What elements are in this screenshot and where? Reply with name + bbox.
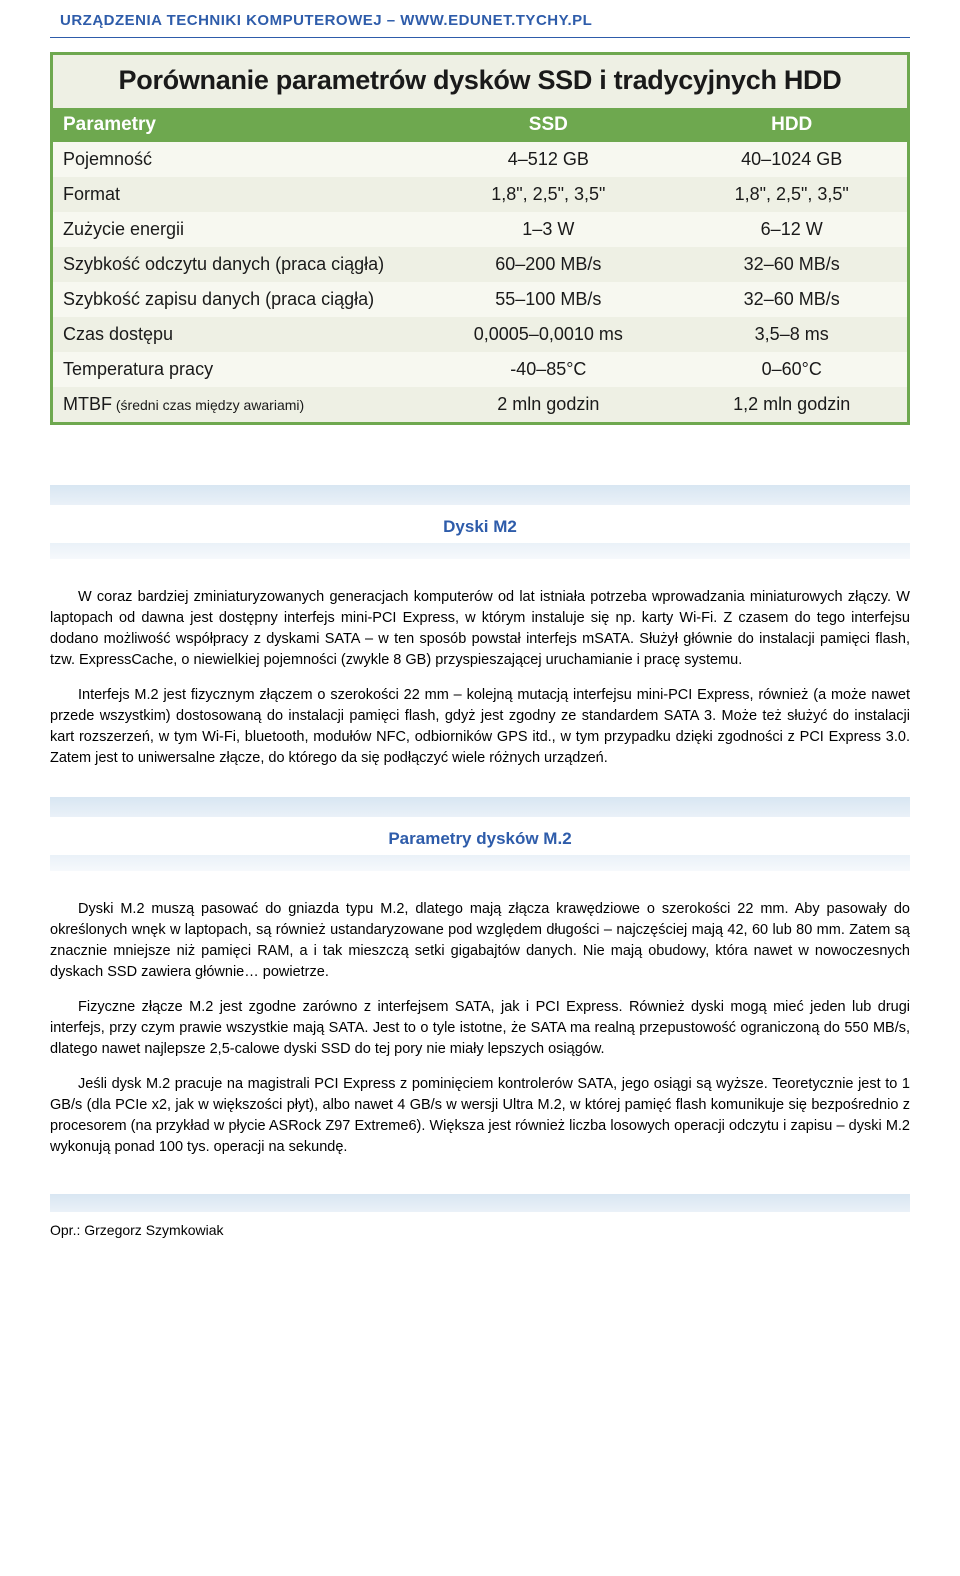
table-cell-hdd: 6–12 W: [676, 212, 907, 247]
table-cell-param: Szybkość zapisu danych (praca ciągła): [53, 282, 420, 317]
table-cell-param: Zużycie energii: [53, 212, 420, 247]
table-cell-param: Pojemność: [53, 142, 420, 177]
table-cell-hdd: 40–1024 GB: [676, 142, 907, 177]
section-heading-m2: Dyski M2: [50, 505, 910, 543]
table-row: Szybkość zapisu danych (praca ciągła)55–…: [53, 282, 907, 317]
table-cell-hdd: 1,2 mln godzin: [676, 387, 907, 422]
table-row: Format1,8", 2,5", 3,5"1,8", 2,5", 3,5": [53, 177, 907, 212]
paragraph: W coraz bardziej zminiaturyzowanych gene…: [50, 587, 910, 671]
table-cell-hdd: 32–60 MB/s: [676, 282, 907, 317]
page-header: URZĄDZENIA TECHNIKI KOMPUTEROWEJ – WWW.E…: [0, 0, 960, 37]
page-content: Porównanie parametrów dysków SSD i trady…: [0, 52, 960, 1278]
table-cell-param: Temperatura pracy: [53, 352, 420, 387]
comparison-table-title: Porównanie parametrów dysków SSD i trady…: [53, 55, 907, 108]
table-row: Temperatura pracy-40–85°C0–60°C: [53, 352, 907, 387]
table-row: Pojemność4–512 GB40–1024 GB: [53, 142, 907, 177]
table-cell-hdd: 0–60°C: [676, 352, 907, 387]
table-cell-hdd: 3,5–8 ms: [676, 317, 907, 352]
section-band: [50, 797, 910, 817]
table-cell-param: MTBF (średni czas między awariami): [53, 387, 420, 422]
section-params-body: Dyski M.2 muszą pasować do gniazda typu …: [50, 899, 910, 1158]
section-underband: [50, 543, 910, 559]
paragraph: Fizyczne złącze M.2 jest zgodne zarówno …: [50, 997, 910, 1060]
table-header-param: Parametry: [53, 108, 420, 142]
table-cell-ssd: -40–85°C: [420, 352, 676, 387]
comparison-table-container: Porównanie parametrów dysków SSD i trady…: [50, 52, 910, 425]
paragraph: Jeśli dysk M.2 pracuje na magistrali PCI…: [50, 1074, 910, 1158]
footer-band: [50, 1194, 910, 1212]
paragraph: Dyski M.2 muszą pasować do gniazda typu …: [50, 899, 910, 983]
table-cell-ssd: 1–3 W: [420, 212, 676, 247]
header-rule: [50, 37, 910, 38]
table-cell-hdd: 32–60 MB/s: [676, 247, 907, 282]
table-cell-ssd: 0,0005–0,0010 ms: [420, 317, 676, 352]
table-cell-param: Czas dostępu: [53, 317, 420, 352]
table-cell-ssd: 4–512 GB: [420, 142, 676, 177]
table-row: Zużycie energii1–3 W6–12 W: [53, 212, 907, 247]
table-cell-hdd: 1,8", 2,5", 3,5": [676, 177, 907, 212]
table-cell-param: Format: [53, 177, 420, 212]
table-cell-ssd: 55–100 MB/s: [420, 282, 676, 317]
table-cell-ssd: 1,8", 2,5", 3,5": [420, 177, 676, 212]
comparison-table: Parametry SSD HDD Pojemność4–512 GB40–10…: [53, 108, 907, 422]
table-row: Czas dostępu0,0005–0,0010 ms3,5–8 ms: [53, 317, 907, 352]
table-cell-ssd: 2 mln godzin: [420, 387, 676, 422]
section-heading-params: Parametry dysków M.2: [50, 817, 910, 855]
table-header-ssd: SSD: [420, 108, 676, 142]
table-cell-ssd: 60–200 MB/s: [420, 247, 676, 282]
section-underband: [50, 855, 910, 871]
table-header-hdd: HDD: [676, 108, 907, 142]
footer-author: Opr.: Grzegorz Szymkowiak: [50, 1212, 910, 1238]
section-m2-body: W coraz bardziej zminiaturyzowanych gene…: [50, 587, 910, 769]
paragraph: Interfejs M.2 jest fizycznym złączem o s…: [50, 685, 910, 769]
table-row: Szybkość odczytu danych (praca ciągła)60…: [53, 247, 907, 282]
table-cell-param: Szybkość odczytu danych (praca ciągła): [53, 247, 420, 282]
table-row: MTBF (średni czas między awariami)2 mln …: [53, 387, 907, 422]
section-band: [50, 485, 910, 505]
